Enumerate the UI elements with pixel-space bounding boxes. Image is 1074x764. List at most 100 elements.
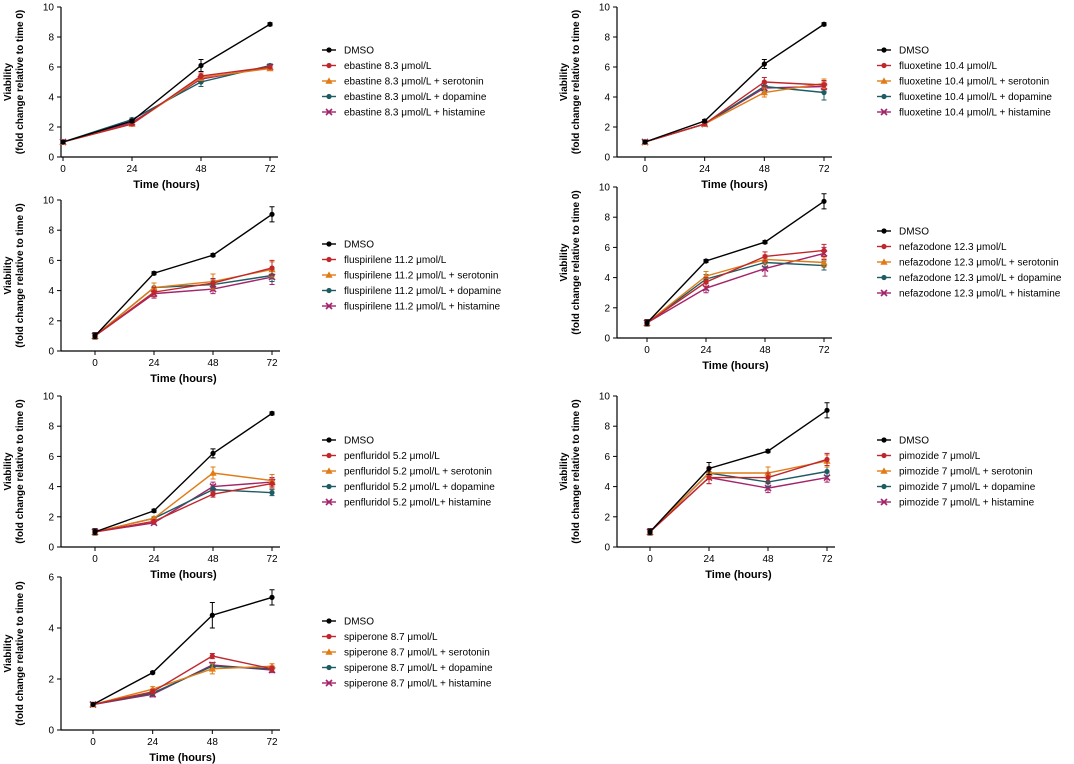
data-point-dmso bbox=[90, 701, 96, 708]
x-tick-label: 0 bbox=[92, 358, 98, 369]
legend-marker-histamine bbox=[325, 108, 333, 116]
data-point-drug bbox=[765, 474, 771, 481]
legend-label: fluoxetine 10.4 μmol/L + histamine bbox=[899, 108, 1051, 119]
legend-marker-serotonin bbox=[325, 77, 333, 84]
data-point-drug bbox=[198, 73, 204, 79]
series-dmso bbox=[647, 402, 830, 536]
y-tick-label: 0 bbox=[48, 543, 54, 554]
y-tick-label: 6 bbox=[604, 243, 610, 254]
legend-label: DMSO bbox=[344, 240, 374, 251]
data-point-dmso bbox=[267, 21, 273, 27]
y-tick-label: 10 bbox=[599, 3, 611, 14]
legend-label: fluoxetine 10.4 μmol/L + dopamine bbox=[899, 92, 1052, 103]
legend-marker-dopamine bbox=[881, 93, 887, 100]
series-line-dmso bbox=[62, 23, 271, 143]
data-point-drug bbox=[821, 82, 827, 88]
data-point-drug bbox=[821, 247, 827, 254]
legend-marker-dmso bbox=[881, 228, 887, 234]
x-tick-label: 72 bbox=[818, 164, 830, 175]
legend: DMSO spiperone 8.7 μmol/L spiperone 8.7 μm… bbox=[322, 617, 493, 690]
series-histamine bbox=[646, 471, 831, 536]
y-tick-label: 2 bbox=[604, 123, 610, 134]
legend-label: fluoxetine 10.4 μmol/L bbox=[899, 61, 997, 72]
series-dmso bbox=[642, 21, 827, 145]
series-line-dopamine bbox=[62, 64, 271, 143]
series-line-dopamine bbox=[649, 470, 828, 533]
data-point-dmso bbox=[824, 407, 830, 413]
legend-marker-dopamine bbox=[326, 93, 332, 100]
x-tick-label: 72 bbox=[266, 358, 278, 369]
x-tick-label: 0 bbox=[642, 164, 648, 175]
data-point-drug bbox=[151, 289, 157, 295]
legend-marker-drug bbox=[326, 256, 332, 263]
x-axis-label: Time (hours) bbox=[150, 373, 217, 385]
series-line-drug bbox=[94, 482, 273, 533]
data-point-drug bbox=[703, 279, 709, 285]
series-dmso bbox=[60, 21, 273, 145]
x-tick-label: 48 bbox=[762, 554, 774, 565]
data-point-dopamine bbox=[824, 468, 830, 475]
legend-label: fluspirilene 11.2 μmol/L + histamine bbox=[344, 302, 501, 313]
legend-marker-drug bbox=[326, 62, 332, 69]
y-tick-label: 10 bbox=[599, 183, 611, 194]
x-tick-label: 24 bbox=[147, 737, 159, 748]
y-tick-label: 6 bbox=[604, 63, 610, 74]
legend-label: spiperone 8.7 μmol/L + histamine bbox=[344, 679, 492, 690]
data-point-dmso bbox=[198, 62, 204, 69]
legend-label: DMSO bbox=[899, 227, 929, 238]
y-tick-label: 0 bbox=[48, 153, 54, 164]
legend-label: nefazodone 12.3 μmol/L + dopamine bbox=[899, 273, 1062, 284]
data-point-drug bbox=[151, 518, 157, 524]
legend-label: fluoxetine 10.4 μmol/L + serotonin bbox=[899, 77, 1049, 88]
legend-marker-dmso bbox=[326, 241, 332, 247]
legend-label: pimozide 7 μmol/L + dopamine bbox=[899, 482, 1036, 493]
series-drug bbox=[92, 259, 275, 340]
series-dopamine bbox=[60, 62, 273, 145]
data-point-dmso bbox=[821, 21, 827, 27]
legend-marker-dopamine bbox=[881, 274, 887, 281]
legend-label: spiperone 8.7 μmol/L + serotonin bbox=[344, 648, 490, 659]
y-tick-label: 0 bbox=[604, 543, 610, 554]
x-axis-label: Time (hours) bbox=[702, 360, 769, 372]
series-line-dopamine bbox=[646, 261, 825, 324]
legend: DMSO fluspirilene 11.2 μmol/L fluspirilene… bbox=[322, 240, 502, 313]
data-point-dmso bbox=[209, 612, 215, 618]
y-axis-label-sub: (fold change relative to time 0) bbox=[15, 10, 26, 154]
legend-marker-dopamine bbox=[326, 664, 332, 671]
y-tick-label: 2 bbox=[48, 675, 54, 686]
y-tick-label: 10 bbox=[43, 392, 55, 403]
y-axis-label: Viability bbox=[559, 452, 570, 491]
legend-marker-histamine bbox=[325, 498, 333, 506]
y-tick-label: 4 bbox=[604, 93, 610, 104]
data-point-dmso bbox=[151, 508, 157, 514]
y-tick-label: 10 bbox=[43, 196, 55, 207]
series-line-dmso bbox=[649, 409, 828, 533]
y-tick-label: 8 bbox=[48, 226, 54, 237]
data-point-dmso bbox=[765, 448, 771, 454]
y-tick-label: 6 bbox=[48, 573, 54, 584]
data-point-dopamine bbox=[821, 89, 827, 96]
series-line-dmso bbox=[646, 200, 825, 324]
data-point-dmso bbox=[269, 410, 275, 416]
x-tick-label: 48 bbox=[207, 358, 219, 369]
legend-marker-serotonin bbox=[880, 467, 888, 474]
y-axis-label-sub: (fold change relative to time 0) bbox=[15, 581, 26, 725]
x-tick-label: 48 bbox=[207, 737, 219, 748]
legend-label: DMSO bbox=[899, 436, 929, 447]
y-tick-label: 4 bbox=[604, 273, 610, 284]
y-tick-label: 4 bbox=[48, 482, 54, 493]
legend-marker-drug bbox=[326, 633, 332, 640]
legend-marker-dmso bbox=[881, 437, 887, 443]
legend: DMSO fluoxetine 10.4 μmol/L fluoxetine 10.… bbox=[877, 46, 1052, 119]
x-tick-label: 72 bbox=[266, 554, 278, 565]
x-axis-label: Time (hours) bbox=[149, 752, 216, 764]
legend-label: spiperone 8.7 μmol/L bbox=[344, 632, 438, 643]
data-point-dmso bbox=[269, 211, 275, 217]
x-tick-label: 0 bbox=[92, 554, 98, 565]
y-tick-label: 6 bbox=[48, 256, 54, 267]
data-point-dmso bbox=[644, 320, 650, 326]
data-point-dmso bbox=[642, 139, 648, 145]
x-tick-label: 48 bbox=[195, 164, 207, 175]
